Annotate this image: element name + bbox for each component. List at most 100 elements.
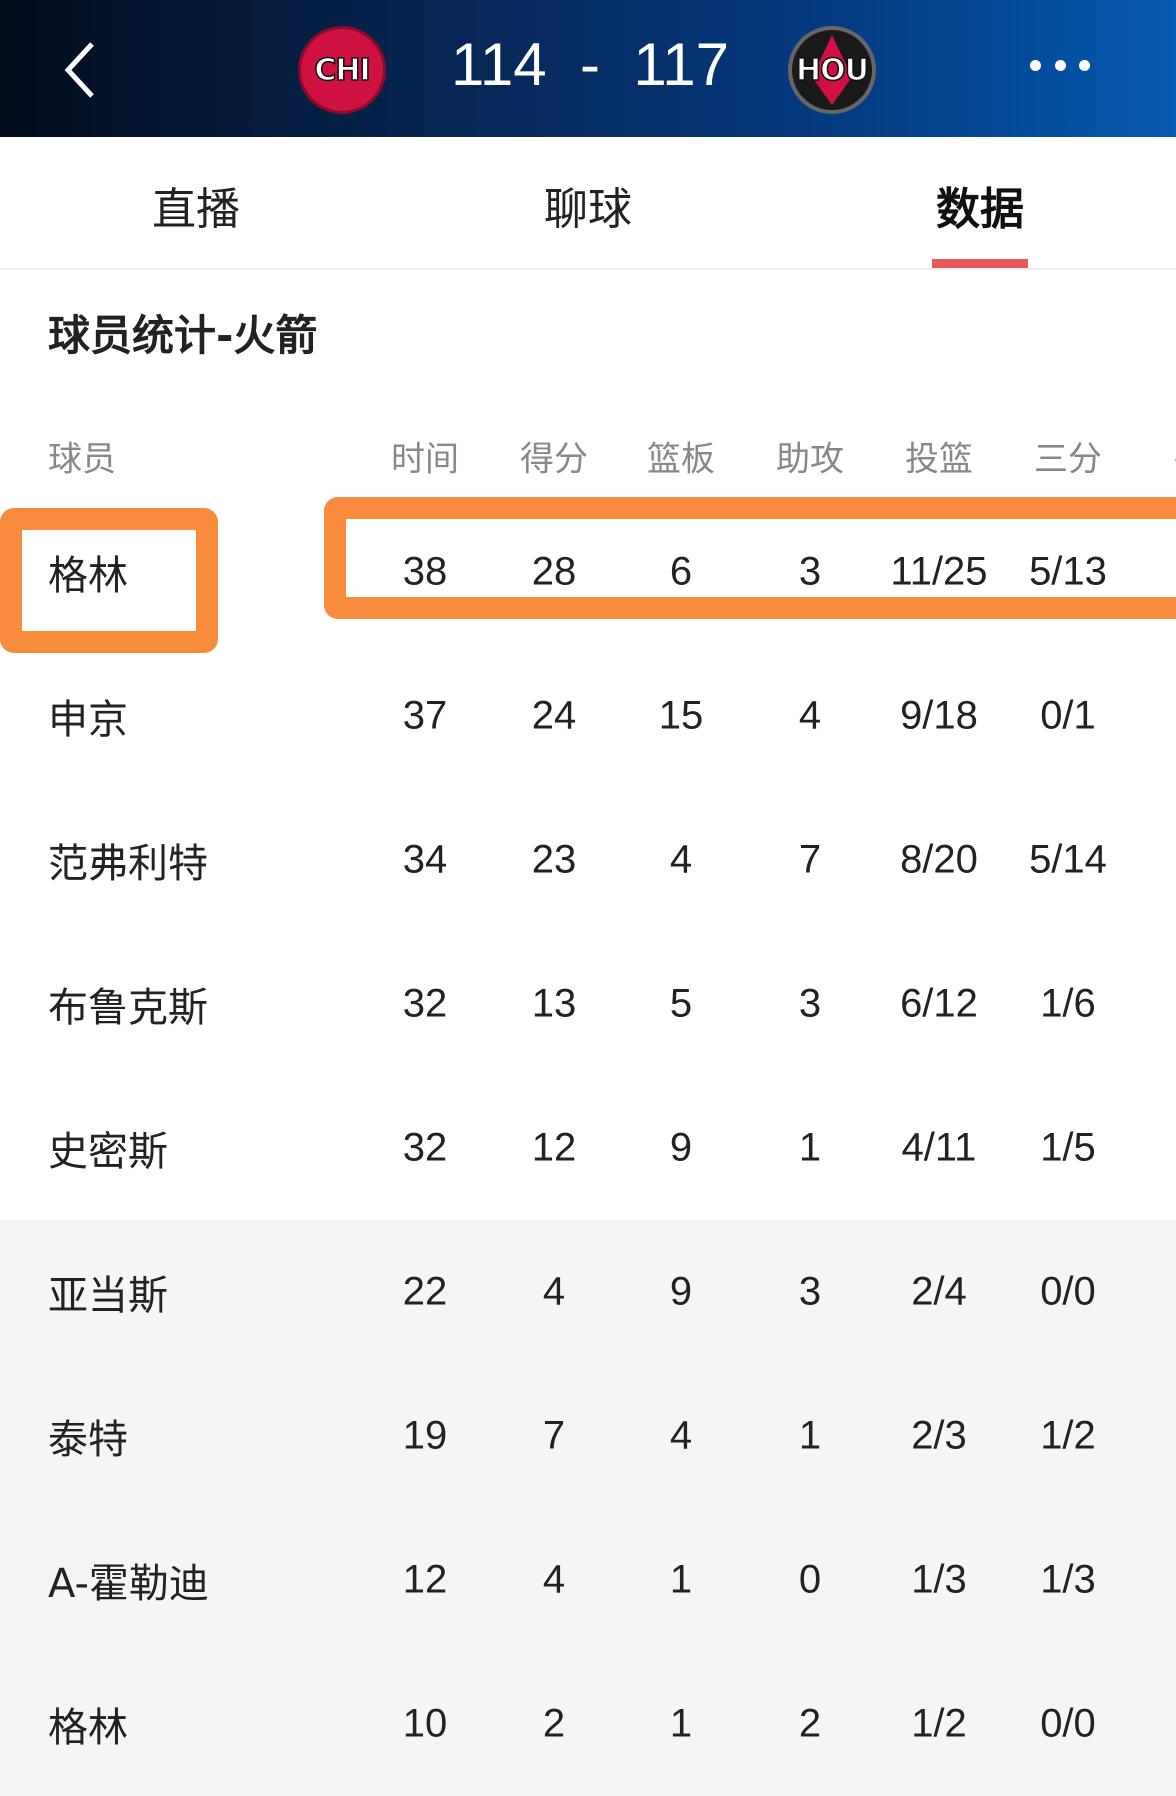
table-row[interactable]: 格林 38 28 6 3 11/25 5/13 bbox=[0, 500, 1176, 644]
table-row[interactable]: A-霍勒迪 12 4 1 0 1/3 1/3 1 bbox=[0, 1508, 1176, 1652]
tab-chat[interactable]: 聊球 bbox=[544, 184, 632, 235]
stat-cell: 4 bbox=[542, 1269, 566, 1314]
player-name: 泰特 bbox=[48, 1417, 128, 1463]
player-name: 范弗利特 bbox=[48, 841, 208, 887]
stat-cell: 4 bbox=[798, 693, 822, 738]
stat-cell: 6 bbox=[669, 549, 693, 594]
stat-cell: 2 bbox=[1130, 838, 1176, 883]
table-row[interactable]: 史密斯 32 12 9 1 4/11 1/5 3 bbox=[0, 1076, 1176, 1220]
stat-cell: 9 bbox=[669, 1269, 693, 1314]
column-header: 三分 bbox=[1034, 440, 1102, 479]
stat-cell: 0/1 bbox=[1040, 693, 1096, 738]
stat-cell: 4 bbox=[669, 837, 693, 882]
table-row[interactable]: 申京 37 24 15 4 9/18 0/1 6 bbox=[0, 644, 1176, 788]
game-header: CHI 114 - 117 HOU bbox=[0, 0, 1176, 137]
stat-cell: 1/6 bbox=[1040, 981, 1096, 1026]
stat-cell: 19 bbox=[402, 1413, 448, 1458]
stat-cell: 1 bbox=[1130, 1558, 1176, 1603]
column-header: 得分 bbox=[520, 440, 588, 479]
stat-cell: 1/2 bbox=[1040, 1413, 1096, 1458]
stat-cell: 1/3 bbox=[911, 1557, 967, 1602]
stat-cell: 2/4 bbox=[911, 1269, 967, 1314]
stat-cell: 13 bbox=[531, 981, 577, 1026]
section-title: 球员统计-火箭 bbox=[48, 311, 318, 360]
stat-cell: 4 bbox=[669, 1413, 693, 1458]
stat-cell: 4 bbox=[542, 1557, 566, 1602]
player-name: 格林 bbox=[48, 1705, 128, 1751]
highlight-box-stats bbox=[324, 497, 1176, 619]
stat-cell: 1/2 bbox=[911, 1701, 967, 1746]
stat-cell: 6 bbox=[1130, 694, 1176, 739]
stat-cell: 0 bbox=[798, 1557, 822, 1602]
table-row[interactable]: 亚当斯 22 4 9 3 2/4 0/0 0 bbox=[0, 1220, 1176, 1364]
tab-stats[interactable]: 数据 bbox=[936, 184, 1024, 235]
stat-cell: 2/3 bbox=[911, 1413, 967, 1458]
stat-cell: 12 bbox=[531, 1125, 577, 1170]
player-name: 亚当斯 bbox=[48, 1273, 168, 1319]
stat-cell: 32 bbox=[402, 981, 448, 1026]
stat-cell: 37 bbox=[402, 693, 448, 738]
stat-cell: 10 bbox=[402, 1701, 448, 1746]
stat-cell: 5/14 bbox=[1029, 837, 1107, 882]
column-header: 时间 bbox=[391, 440, 459, 479]
stat-cell: 2 bbox=[542, 1701, 566, 1746]
stat-cell: 0 bbox=[1130, 1702, 1176, 1747]
player-name: 格林 bbox=[48, 553, 128, 599]
stat-cell: 8/20 bbox=[900, 837, 978, 882]
column-header: 篮板 bbox=[647, 440, 715, 479]
stat-cell: 0 bbox=[1130, 982, 1176, 1027]
score: 114 - 117 bbox=[451, 31, 729, 98]
stat-cell: 6/12 bbox=[900, 981, 978, 1026]
column-header: 投篮 bbox=[905, 440, 973, 479]
stat-cell: 12 bbox=[402, 1557, 448, 1602]
table-row[interactable]: 格林 10 2 1 2 1/2 0/0 0 bbox=[0, 1652, 1176, 1796]
stat-cell: 2 bbox=[798, 1701, 822, 1746]
stat-cell: 3 bbox=[798, 549, 822, 594]
stat-cell: 28 bbox=[531, 549, 577, 594]
stat-cell: 3 bbox=[798, 1269, 822, 1314]
stat-cell: 3 bbox=[798, 981, 822, 1026]
stat-cell: 9/18 bbox=[900, 693, 978, 738]
stat-cell: 11/25 bbox=[890, 549, 988, 594]
stat-cell: 7 bbox=[542, 1413, 566, 1458]
stat-cell: 1 bbox=[669, 1557, 693, 1602]
stat-cell: 1 bbox=[669, 1701, 693, 1746]
table-row[interactable]: 范弗利特 34 23 4 7 8/20 5/14 2 bbox=[0, 788, 1176, 932]
stat-cell: 9 bbox=[669, 1125, 693, 1170]
stat-cell: 0/0 bbox=[1040, 1269, 1096, 1314]
player-name: 布鲁克斯 bbox=[48, 985, 208, 1031]
highlight-box-name bbox=[0, 508, 218, 653]
stat-cell: 1 bbox=[798, 1413, 822, 1458]
more-icon[interactable] bbox=[1030, 60, 1090, 74]
stat-cell: 0 bbox=[1130, 1270, 1176, 1315]
stat-cell: 0/0 bbox=[1040, 1701, 1096, 1746]
player-name: A-霍勒迪 bbox=[48, 1561, 209, 1607]
column-header: 罚 bbox=[1130, 432, 1176, 481]
stat-cell: 5/13 bbox=[1029, 549, 1107, 594]
stat-cell: 1 bbox=[798, 1125, 822, 1170]
hou-team-logo[interactable]: HOU bbox=[788, 26, 876, 114]
column-header: 助攻 bbox=[776, 440, 844, 479]
player-name: 申京 bbox=[48, 697, 128, 743]
stat-cell: 7 bbox=[798, 837, 822, 882]
table-header: 球员 时间 得分 篮板 助攻 投篮 三分罚 bbox=[0, 384, 1176, 528]
chi-team-logo[interactable]: CHI bbox=[298, 26, 386, 114]
stat-cell: 38 bbox=[402, 549, 448, 594]
stat-cell: 1/5 bbox=[1040, 1125, 1096, 1170]
stat-cell: 5 bbox=[669, 981, 693, 1026]
stat-cell: 15 bbox=[658, 693, 704, 738]
back-arrow-icon[interactable] bbox=[58, 40, 108, 100]
table-row[interactable]: 布鲁克斯 32 13 5 3 6/12 1/6 0 bbox=[0, 932, 1176, 1076]
tab-live[interactable]: 直播 bbox=[152, 184, 240, 235]
stat-cell: 3 bbox=[1130, 1126, 1176, 1171]
active-tab-indicator bbox=[932, 259, 1028, 268]
player-name: 史密斯 bbox=[48, 1129, 168, 1175]
table-row[interactable]: 泰特 19 7 4 1 2/3 1/2 2 bbox=[0, 1364, 1176, 1508]
stat-cell: 23 bbox=[531, 837, 577, 882]
stat-cell: 4/11 bbox=[901, 1125, 977, 1170]
column-header: 球员 bbox=[48, 439, 116, 480]
stat-cell: 24 bbox=[531, 693, 577, 738]
stat-cell: 34 bbox=[402, 837, 448, 882]
tab-bar: 直播 聊球 数据 bbox=[0, 137, 1176, 270]
stat-cell: 2 bbox=[1130, 1414, 1176, 1459]
